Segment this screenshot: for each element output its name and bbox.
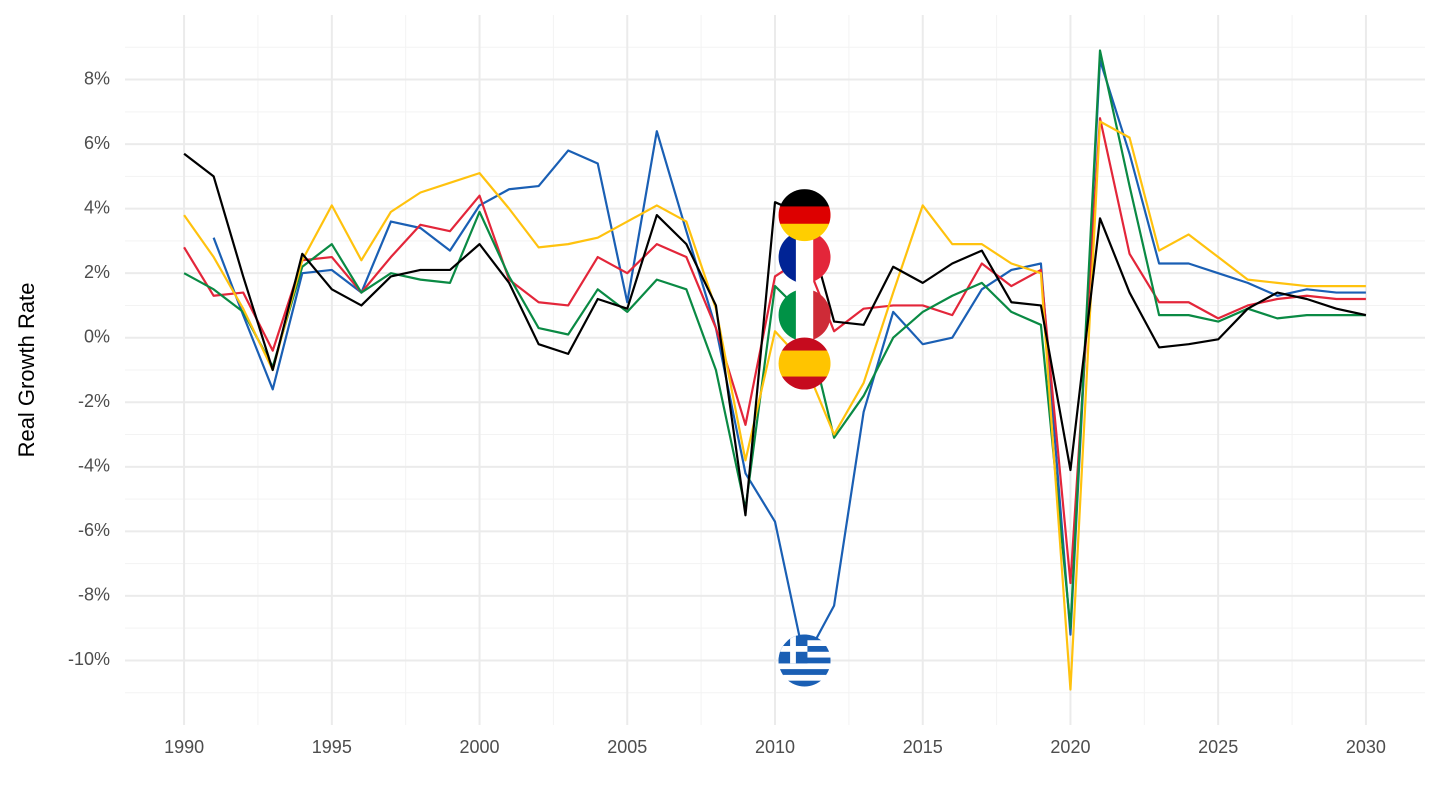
flag-marker [778,634,831,687]
flag-stripe [778,206,831,225]
y-tick-label: -6% [78,520,110,540]
series-line [183,49,1366,630]
flag-stripe [778,680,831,687]
flag-stripe [778,663,831,670]
flag-marker [778,289,831,342]
x-tick-label: 2005 [607,737,647,757]
y-tick-label: 6% [84,133,110,153]
y-tick-label: 0% [84,326,110,346]
flag-marker [778,231,831,284]
flag-stripe [778,289,797,342]
flag-cross [790,634,796,664]
x-tick-label: 2030 [1346,737,1386,757]
x-tick-label: 2010 [755,737,795,757]
y-tick-label: -10% [68,649,110,669]
flag-stripe [813,231,831,284]
y-tick-label: 2% [84,262,110,282]
flag-stripe [778,223,831,242]
flag-stripe [778,231,797,284]
series-line [183,117,1366,585]
flag-stripe [813,289,831,342]
flag-stripe [778,674,831,682]
x-tick-label: 1995 [312,737,352,757]
flag-marker [778,337,831,390]
x-tick-label: 2020 [1050,737,1090,757]
series-line [212,59,1366,662]
x-tick-label: 2000 [460,737,500,757]
series-line [183,152,1367,517]
flag-stripe [778,363,831,378]
y-tick-label: 4% [84,197,110,217]
flag-stripe [795,289,814,342]
flag-stripe [795,231,814,284]
x-tick-label: 2015 [903,737,943,757]
y-tick-label: 8% [84,68,110,88]
flag-stripe [778,189,831,207]
y-axis-title: Real Growth Rate [14,283,39,458]
y-tick-label: -4% [78,456,110,476]
y-tick-label: -8% [78,585,110,605]
flag-marker [778,189,831,242]
flag-stripe [778,350,831,365]
x-tick-label: 1990 [164,737,204,757]
series-line [183,120,1366,691]
x-tick-label: 2025 [1198,737,1238,757]
y-tick-label: -2% [78,391,110,411]
flag-stripe [778,669,831,676]
